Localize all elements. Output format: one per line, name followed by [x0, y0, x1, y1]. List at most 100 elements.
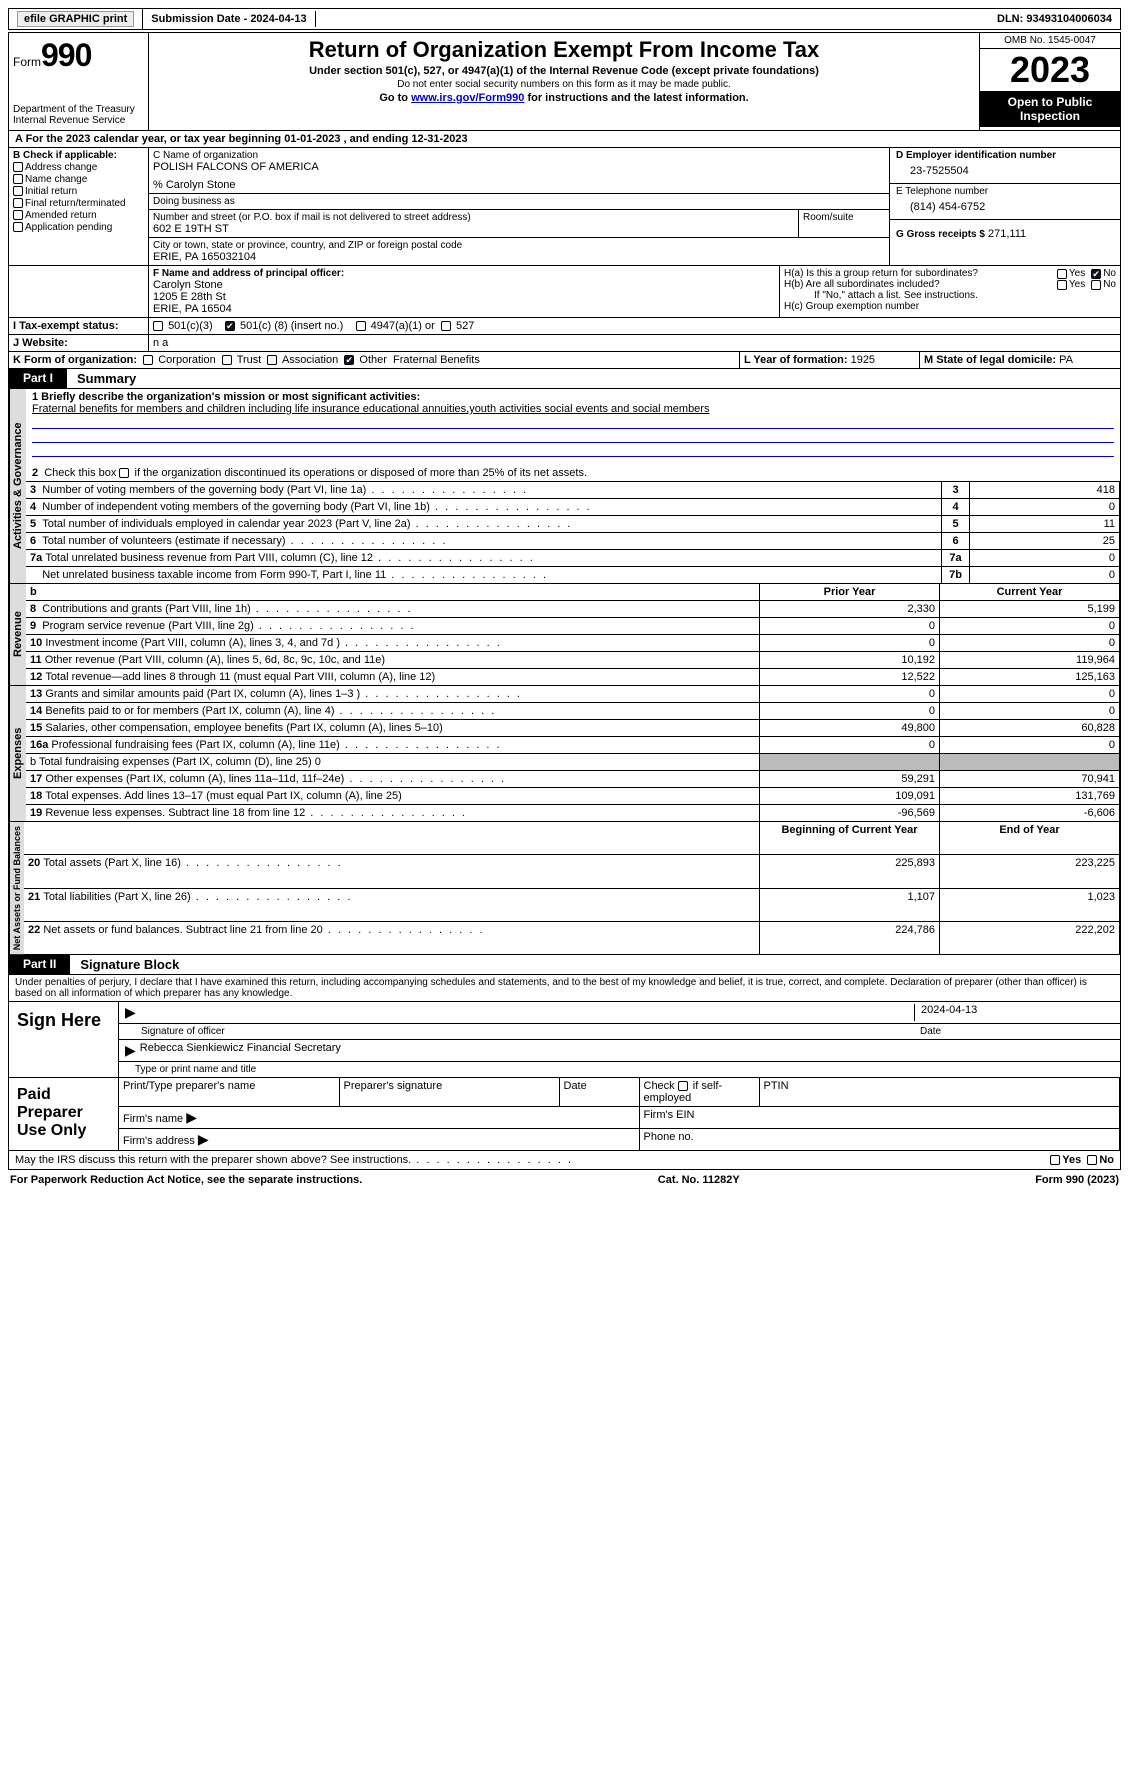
cb-name-change[interactable]: Name change: [13, 173, 144, 185]
gov-table: 3 Number of voting members of the govern…: [26, 481, 1120, 583]
box-e-label: E Telephone number: [896, 186, 1114, 197]
footer-left: For Paperwork Reduction Act Notice, see …: [10, 1174, 362, 1186]
discuss-no[interactable]: [1087, 1155, 1097, 1165]
addr-label: Number and street (or P.O. box if mail i…: [153, 212, 794, 223]
city-state-zip: ERIE, PA 165032104: [153, 251, 885, 263]
perjury-text: Under penalties of perjury, I declare th…: [8, 975, 1121, 1002]
telephone: (814) 454-6752: [896, 197, 1114, 217]
efile-tag: efile GRAPHIC print: [9, 9, 143, 29]
mission-text: Fraternal benefits for members and child…: [32, 403, 1114, 415]
cb-amended-return[interactable]: Amended return: [13, 209, 144, 221]
cb-final-return[interactable]: Final return/terminated: [13, 197, 144, 209]
gov-row: 5 Total number of individuals employed i…: [26, 516, 1120, 533]
spacer-left: [9, 266, 149, 317]
hb-no[interactable]: [1091, 280, 1101, 290]
netassets-table: Beginning of Current YearEnd of Year 20 …: [24, 822, 1120, 954]
room-suite-label: Room/suite: [799, 210, 889, 237]
ha-no[interactable]: [1091, 269, 1101, 279]
h-b-note: If "No," attach a list. See instructions…: [784, 290, 1116, 301]
cb-discontinued[interactable]: [119, 468, 129, 478]
gov-row: Net unrelated business taxable income fr…: [26, 567, 1120, 584]
header-left: Form990 Department of the Treasury Inter…: [9, 33, 149, 130]
summary-revenue: Revenue bPrior YearCurrent Year 8 Contri…: [8, 584, 1121, 686]
discuss-line: May the IRS discuss this return with the…: [8, 1151, 1121, 1170]
summary-expenses: Expenses 13 Grants and similar amounts p…: [8, 686, 1121, 822]
h-c-label: H(c) Group exemption number: [784, 301, 1116, 312]
sign-here-label: Sign Here: [9, 1002, 119, 1077]
arrow-icon: ▶: [125, 1004, 136, 1021]
cb-self-employed[interactable]: [678, 1081, 688, 1091]
h-b-label: H(b) Are all subordinates included?: [784, 279, 1057, 290]
website: n a: [149, 335, 1120, 351]
cb-corporation[interactable]: [143, 355, 153, 365]
exp-row-16b: b Total fundraising expenses (Part IX, c…: [26, 754, 1120, 771]
box-b-label: B Check if applicable:: [13, 150, 144, 161]
ha-yes[interactable]: [1057, 269, 1067, 279]
cb-501c[interactable]: [225, 321, 235, 331]
public-inspection: Open to Public Inspection: [980, 91, 1120, 127]
part2-header: Part II Signature Block: [8, 955, 1121, 975]
exp-row: 18 Total expenses. Add lines 13–17 (must…: [26, 788, 1120, 805]
sign-here-block: Sign Here ▶ 2024-04-13 Signature of offi…: [8, 1002, 1121, 1078]
rev-row: 12 Total revenue—add lines 8 through 11 …: [26, 669, 1120, 686]
spacer: [316, 17, 989, 21]
box-d-label: D Employer identification number: [896, 150, 1114, 161]
side-expenses: Expenses: [9, 686, 26, 821]
discuss-yes[interactable]: [1050, 1155, 1060, 1165]
cb-4947[interactable]: [356, 321, 366, 331]
officer-addr1: 1205 E 28th St: [153, 291, 775, 303]
officer-print-name: Rebecca Sienkiewicz Financial Secretary: [136, 1042, 1114, 1059]
arrow-icon: ▶: [125, 1042, 136, 1059]
exp-row: 17 Other expenses (Part IX, column (A), …: [26, 771, 1120, 788]
cb-other[interactable]: [344, 355, 354, 365]
org-name: POLISH FALCONS OF AMERICA: [153, 161, 885, 173]
sig-officer-label: Signature of officer: [125, 1026, 914, 1037]
gov-row: 6 Total number of volunteers (estimate i…: [26, 533, 1120, 550]
paid-preparer-block: Paid Preparer Use Only Print/Type prepar…: [8, 1078, 1121, 1151]
line-klm: K Form of organization: Corporation Trus…: [8, 352, 1121, 369]
tax-year: 2023: [980, 49, 1120, 91]
line-j-label: J Website:: [9, 335, 149, 351]
cb-501c3[interactable]: [153, 321, 163, 331]
box-c-label: C Name of organization: [153, 150, 885, 161]
header-right: OMB No. 1545-0047 2023 Open to Public In…: [980, 33, 1120, 130]
na-row: 21 Total liabilities (Part X, line 26)1,…: [24, 888, 1120, 922]
street-address: 602 E 19TH ST: [153, 223, 794, 235]
cb-app-pending[interactable]: Application pending: [13, 221, 144, 233]
discuss-text: May the IRS discuss this return with the…: [15, 1154, 573, 1166]
self-employed-cell: Check if self-employed: [639, 1078, 759, 1107]
form-number: 990: [41, 37, 91, 73]
line-k-label: K Form of organization:: [13, 354, 137, 366]
summary-gov: Activities & Governance 1 Briefly descri…: [8, 389, 1121, 584]
gov-row: 3 Number of voting members of the govern…: [26, 482, 1120, 499]
info-row-2: F Name and address of principal officer:…: [8, 266, 1121, 318]
rev-row: 11 Other revenue (Part VIII, column (A),…: [26, 652, 1120, 669]
gross-receipts: 271,111: [988, 228, 1026, 240]
line-16b: b Total fundraising expenses (Part IX, c…: [26, 754, 760, 771]
cb-527[interactable]: [441, 321, 451, 331]
line-a: A For the 2023 calendar year, or tax yea…: [8, 131, 1121, 148]
submission-date: Submission Date - 2024-04-13: [143, 11, 315, 27]
exp-row: 14 Benefits paid to or for members (Part…: [26, 703, 1120, 720]
ein: 23-7525504: [896, 161, 1114, 181]
exp-row: 16a Professional fundraising fees (Part …: [26, 737, 1120, 754]
cb-association[interactable]: [267, 355, 277, 365]
h-a-label: H(a) Is this a group return for subordin…: [784, 268, 1057, 279]
dept-treasury: Department of the Treasury: [13, 104, 144, 115]
irs-link[interactable]: www.irs.gov/Form990: [411, 92, 524, 104]
cb-initial-return[interactable]: Initial return: [13, 185, 144, 197]
line2: 2 Check this box if the organization dis…: [32, 467, 587, 479]
other-val: Fraternal Benefits: [393, 354, 480, 366]
cb-address-change[interactable]: Address change: [13, 161, 144, 173]
cb-trust[interactable]: [222, 355, 232, 365]
blank-line-1: [32, 417, 1114, 429]
box-deg: D Employer identification number 23-7525…: [890, 148, 1120, 265]
na-row: 22 Net assets or fund balances. Subtract…: [24, 922, 1120, 955]
subtitle-2: Do not enter social security numbers on …: [157, 79, 971, 90]
officer-name: Carolyn Stone: [153, 279, 775, 291]
hb-yes[interactable]: [1057, 280, 1067, 290]
footer-mid: Cat. No. 11282Y: [658, 1174, 740, 1186]
revenue-table: bPrior YearCurrent Year 8 Contributions …: [26, 584, 1120, 685]
omb-number: OMB No. 1545-0047: [980, 33, 1120, 49]
info-row-1: B Check if applicable: Address change Na…: [8, 148, 1121, 266]
